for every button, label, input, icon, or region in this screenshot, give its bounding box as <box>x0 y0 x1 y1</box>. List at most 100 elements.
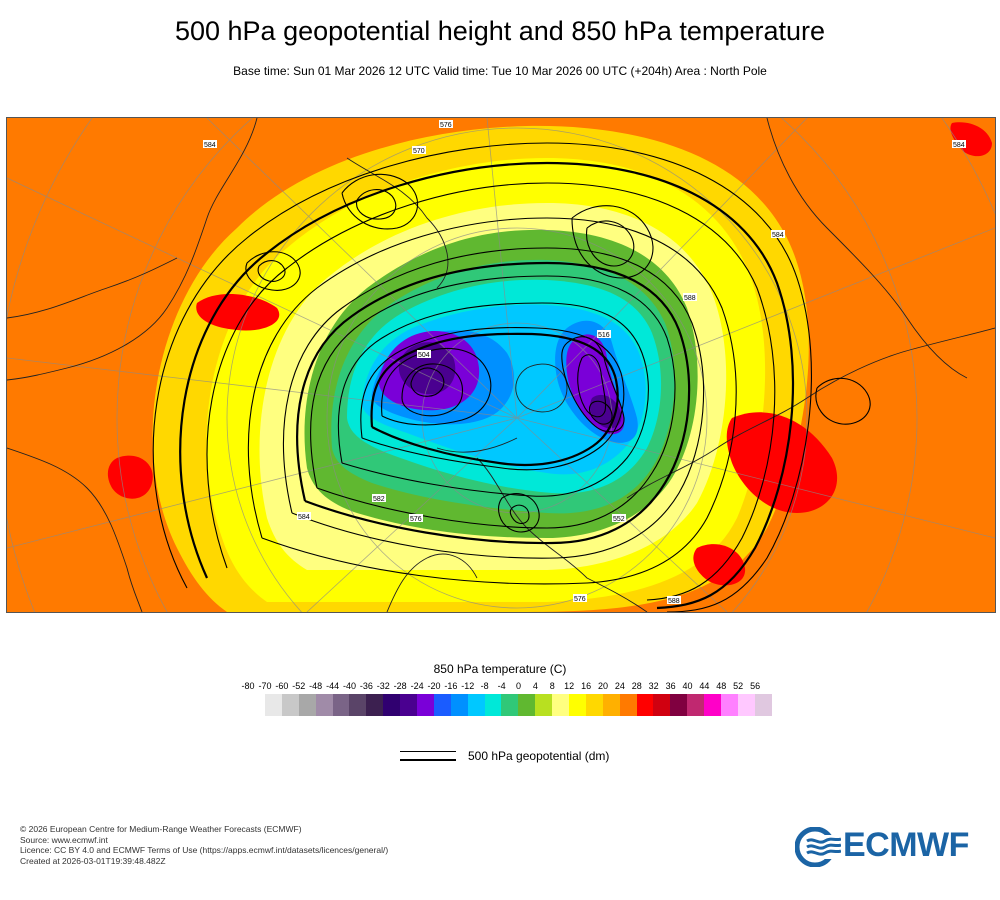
forecast-map: 584 576 584 582 576 588 588 584 576 570 … <box>6 117 996 613</box>
colorbar-tick-label: 44 <box>699 681 710 691</box>
temperature-colorbar <box>265 694 772 716</box>
colorbar-tick-label: 40 <box>682 681 693 691</box>
colorbar-tick-label: 20 <box>597 681 608 691</box>
colorbar-tick-label: 4 <box>532 681 538 691</box>
colorbar-tick-label: -28 <box>393 681 407 691</box>
colorbar-tick-label: -48 <box>309 681 323 691</box>
contour-label: 584 <box>298 514 310 521</box>
footer-licence: Licence: CC BY 4.0 and ECMWF Terms of Us… <box>20 845 389 855</box>
contour-label: 576 <box>574 596 586 603</box>
colorbar-tick-label: 12 <box>564 681 575 691</box>
hot-spot-americas <box>196 293 280 331</box>
colorbar-swatch <box>501 694 519 716</box>
footer-source: Source: www.ecmwf.int <box>20 834 108 845</box>
colorbar-tick-label: -60 <box>275 681 289 691</box>
colorbar-swatch <box>281 694 299 716</box>
footer: © 2026 European Centre for Medium-Range … <box>20 824 388 866</box>
colorbar-swatch <box>552 694 570 716</box>
contour-labels: 584 576 584 582 576 588 588 584 576 570 … <box>203 120 966 605</box>
contour-label: 552 <box>613 516 625 523</box>
colorbar-swatch <box>569 694 586 716</box>
contour-label: 584 <box>953 142 965 149</box>
colorbar-tick-label: 56 <box>750 681 761 691</box>
colorbar-swatch <box>670 694 688 716</box>
colorbar-tick-label: -24 <box>410 681 424 691</box>
colorbar-tick-label: -8 <box>480 681 489 691</box>
colorbar-swatch <box>737 694 755 716</box>
colorbar-swatch <box>704 694 722 716</box>
colorbar-tick-label: 24 <box>614 681 625 691</box>
colorbar-swatch <box>754 694 772 716</box>
colorbar-tick-label: -44 <box>326 681 340 691</box>
colorbar-tick-label: -20 <box>427 681 441 691</box>
colorbar-swatch <box>332 694 350 716</box>
colorbar-tick-label: -52 <box>292 681 306 691</box>
colorbar-swatch <box>383 694 401 716</box>
colorbar-tick-label: 36 <box>665 681 676 691</box>
colorbar-tick-label: -32 <box>376 681 390 691</box>
colorbar-swatch <box>721 694 738 716</box>
colorbar-swatch <box>298 694 316 716</box>
colorbar-tick-label: 16 <box>581 681 592 691</box>
colorbar-swatch <box>417 694 434 716</box>
colorbar-swatch <box>636 694 654 716</box>
colorbar-swatch <box>653 694 671 716</box>
colorbar-swatch <box>535 694 553 716</box>
colorbar-swatch <box>315 694 333 716</box>
chart-subtitle: Base time: Sun 01 Mar 2026 12 UTC Valid … <box>233 64 767 78</box>
colorbar-tick-label: -70 <box>258 681 272 691</box>
contour-label: 584 <box>204 142 216 149</box>
ecmwf-logo-icon <box>795 827 841 867</box>
geopotential-contours-bold <box>179 161 795 610</box>
geopotential-contours <box>152 142 871 612</box>
colorbar-swatch <box>450 694 468 716</box>
colorbar-swatch <box>349 694 367 716</box>
contour-label: 504 <box>418 352 430 359</box>
colorbar-swatch <box>366 694 384 716</box>
contour-label: 582 <box>373 496 385 503</box>
colorbar-tick-label: 48 <box>716 681 727 691</box>
colorbar-swatch <box>400 694 418 716</box>
geopotential-line-thin <box>400 751 456 752</box>
colorbar-tick-label: 32 <box>648 681 659 691</box>
colorbar-swatch <box>433 694 451 716</box>
polar-stereographic-map: 584 576 584 582 576 588 588 584 576 570 … <box>7 118 995 612</box>
colorbar-tick-label: -36 <box>359 681 373 691</box>
ecmwf-logo: ECMWF <box>795 826 985 867</box>
coastlines <box>7 118 995 612</box>
footer-copyright: © 2026 European Centre for Medium-Range … <box>20 824 302 834</box>
colorbar-tick-label: -12 <box>461 681 475 691</box>
colorbar-swatch <box>484 694 502 716</box>
colorbar-tick-label: -4 <box>497 681 506 691</box>
graticule <box>7 118 995 612</box>
contour-label: 516 <box>598 332 610 339</box>
contour-label: 570 <box>413 148 425 155</box>
chart-title: 500 hPa geopotential height and 850 hPa … <box>174 16 825 46</box>
contour-label: 584 <box>772 232 784 239</box>
hot-spot-pacific <box>107 455 153 499</box>
geopotential-legend: 500 hPa geopotential (dm) <box>400 748 660 764</box>
colorbar-tick-label: -80 <box>241 681 255 691</box>
colorbar-swatch <box>585 694 603 716</box>
colorbar-swatch <box>467 694 485 716</box>
legend-title: 850 hPa temperature (C) <box>433 662 567 676</box>
colorbar-swatch <box>265 694 282 716</box>
legend-ticks: -80 -70 -60 -52 -48 -44 -40 -36 -32 -28 -24 -20 -16-… <box>240 681 760 693</box>
hot-spot-asia <box>726 412 838 513</box>
contour-label: 576 <box>440 122 452 129</box>
colorbar-tick-label: -40 <box>342 681 356 691</box>
footer-created: Created at 2026-03-01T19:39:48.482Z <box>20 855 166 866</box>
contour-label: 588 <box>668 598 680 605</box>
colorbar-tick-label: -16 <box>444 681 458 691</box>
colorbar-tick-label: 0 <box>515 681 521 691</box>
geopotential-label: 500 hPa geopotential (dm) <box>468 749 610 763</box>
colorbar-tick-label: 8 <box>549 681 555 691</box>
ecmwf-logo-text: ECMWF <box>843 826 969 864</box>
colorbar-swatch <box>619 694 637 716</box>
colorbar-tick-label: 52 <box>733 681 744 691</box>
colorbar-swatch <box>518 694 536 716</box>
colorbar-swatch <box>602 694 620 716</box>
colorbar-swatch <box>687 694 705 716</box>
colorbar-tick-label: 28 <box>631 681 642 691</box>
contour-label: 588 <box>684 295 696 302</box>
